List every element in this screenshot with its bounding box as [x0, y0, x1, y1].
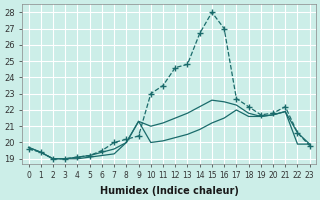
X-axis label: Humidex (Indice chaleur): Humidex (Indice chaleur) — [100, 186, 239, 196]
